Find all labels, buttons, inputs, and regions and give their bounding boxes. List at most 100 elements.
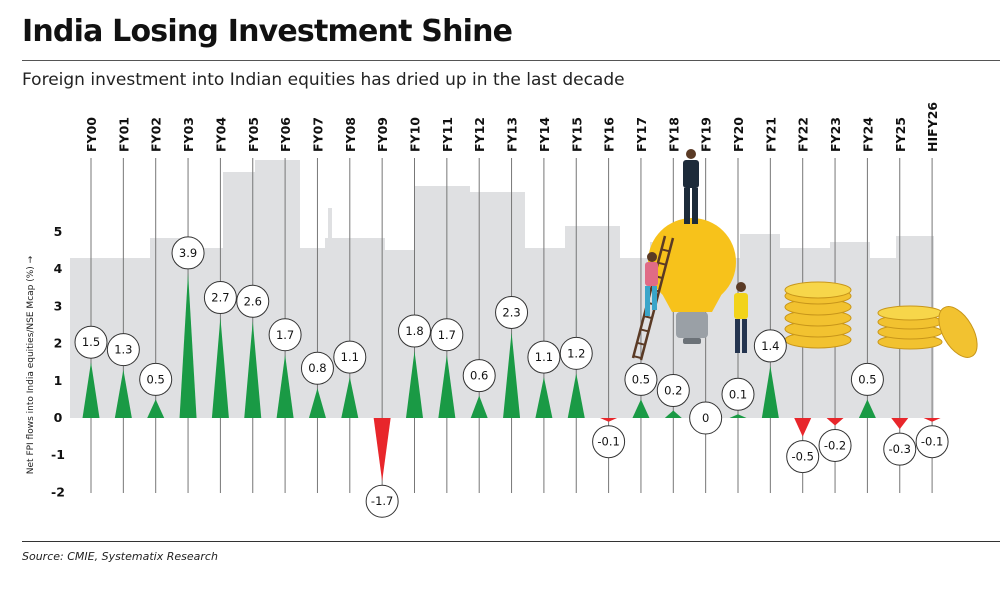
x-tick-label: FY15 [569,117,584,152]
data-label-bubble [495,295,529,329]
skyline-block [300,248,325,418]
data-label: -0.1 [597,435,619,449]
y-tick-label: 0 [54,410,63,425]
data-label-bubble [268,318,302,352]
y-tick-label: 4 [54,261,63,276]
bar [82,362,100,418]
person-leg-icon [692,188,698,224]
x-tick-label: FY12 [472,117,487,152]
x-tick-label: FY20 [731,117,746,152]
x-tick-label: FY07 [310,117,325,152]
x-tick-label: FY18 [666,117,681,152]
bar [729,414,747,418]
person-leg-icon [735,319,740,353]
data-label-bubble [430,318,464,352]
data-label: 1.1 [535,350,553,364]
bar [179,272,197,418]
data-label: 2.3 [502,305,520,319]
bar [535,377,553,418]
bar [923,418,941,422]
ladder-rung [657,261,667,266]
ladder-rung [661,248,670,253]
bar [567,373,585,418]
data-label: 1.4 [761,339,779,353]
bar [600,418,618,422]
x-tick-label: FY14 [537,117,552,152]
data-label-bubble [236,284,270,318]
data-label-bubble [398,314,431,348]
data-label: 0.5 [632,372,650,386]
ladder-rung [643,315,652,319]
x-tick-label: FY10 [408,117,423,152]
bar [503,332,521,418]
ladder-rung [632,355,642,359]
x-tick-label: FY03 [181,117,196,152]
x-tick-label: FY09 [375,117,390,152]
y-tick-label: 5 [54,224,63,239]
x-tick-label: FY00 [84,117,99,152]
x-tick-label: FY19 [699,117,714,152]
data-label-bubble [850,362,884,396]
y-tick-labels: -2 -1 0 1 2 3 4 5 [51,224,65,499]
data-label-bubble [883,432,917,466]
person-leg-icon [684,188,690,224]
data-label: -0.5 [791,450,813,464]
data-label: -1.7 [371,494,393,508]
bar [406,351,423,418]
footer-divider [22,541,1000,542]
person-leg-icon [742,319,747,353]
chart-title: India Losing Investment Shine [22,14,513,49]
x-tick-label: FY25 [893,117,908,152]
y-tick-label: 2 [54,336,63,351]
data-label-bubble [74,325,108,359]
bar [470,395,488,418]
bar [761,365,779,418]
x-tick-label: HIFY26 [925,102,940,152]
x-tick-label: FY01 [116,117,131,152]
bar [114,369,132,418]
bar [664,410,682,418]
y-tick-label: -1 [51,447,65,462]
x-tick-label: FY22 [796,117,811,152]
x-tick-label: FY23 [828,117,843,152]
data-label: 1.7 [438,328,456,342]
data-label: 1.2 [567,346,585,360]
data-label: -0.3 [889,442,911,456]
bar [826,418,844,426]
x-tick-label: FY21 [763,117,778,152]
data-label: 0.2 [664,384,682,398]
climber-head-icon [647,252,657,262]
x-tick-label: FY04 [213,117,228,152]
data-label: -0.1 [921,435,943,449]
skyline-block [415,186,470,418]
data-labels: 1.5 1.3 0.5 3.9 2.7 2.6 1.7 0.8 1.1 -1.7 1.8 1.7 0.6… [74,236,949,518]
data-label: 3.9 [179,246,197,260]
bar [341,377,359,418]
data-label: 0.5 [147,372,165,386]
bar [244,321,262,418]
bar [858,399,876,418]
bar [276,354,294,418]
skyline-spire [328,208,332,240]
lightbulb-tip [683,338,701,344]
source-note: Source: CMIE, Systematix Research [22,550,218,563]
data-label-bubble [106,333,140,367]
data-label-bubble [624,362,658,396]
x-tick-label: FY11 [440,117,455,152]
climber-leg-icon [652,286,657,310]
data-label-bubble [333,340,367,374]
coin-icon [938,306,978,358]
data-label-bubble [171,236,205,270]
x-tick-label: FY24 [860,117,875,152]
data-label-bubble [527,340,561,374]
data-label-bubble [462,359,496,393]
y-tick-label: -2 [51,484,65,499]
data-label-bubble [203,281,237,315]
lightbulb-icon [648,218,736,306]
data-label-bubble [786,440,820,474]
x-tick-label: FY02 [149,117,164,152]
y-tick-label: 3 [54,298,63,313]
data-label: 0.8 [308,361,326,375]
data-label: 2.7 [211,291,229,305]
